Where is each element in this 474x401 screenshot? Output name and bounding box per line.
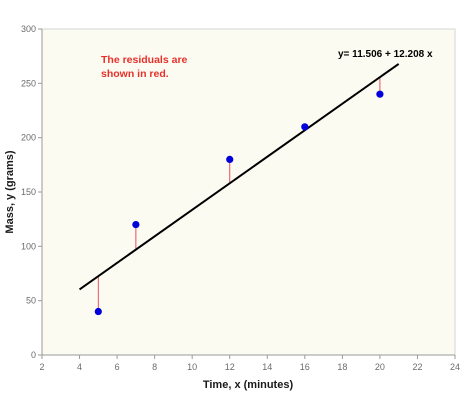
y-tick-label: 250 bbox=[21, 78, 36, 88]
x-tick-label: 8 bbox=[152, 362, 157, 372]
x-tick-label: 16 bbox=[300, 362, 310, 372]
x-tick-label: 14 bbox=[262, 362, 272, 372]
y-tick-labels: 0 50 100 150 200 250 300 bbox=[21, 24, 42, 360]
x-tick-labels: 2 4 6 8 10 12 14 16 18 20 22 24 bbox=[39, 355, 460, 372]
x-tick-label: 24 bbox=[450, 362, 460, 372]
x-tick-label: 18 bbox=[337, 362, 347, 372]
residuals-note-line-2: shown in red. bbox=[101, 68, 169, 80]
data-points bbox=[94, 90, 384, 316]
fit-line bbox=[78, 63, 400, 291]
x-tick-label: 20 bbox=[375, 362, 385, 372]
x-tick-label: 4 bbox=[77, 362, 82, 372]
residuals-note-line-1: The residuals are bbox=[101, 54, 188, 66]
x-tick-label: 22 bbox=[412, 362, 422, 372]
data-point bbox=[94, 307, 102, 316]
data-point bbox=[376, 90, 384, 98]
y-tick-label: 150 bbox=[21, 187, 36, 197]
fit-equation-label: y= 11.506 + 12.208 x bbox=[338, 49, 433, 60]
x-tick-label: 2 bbox=[39, 362, 44, 372]
y-tick-label: 100 bbox=[21, 241, 36, 251]
plot-area bbox=[41, 28, 456, 356]
x-tick-label: 6 bbox=[115, 362, 120, 372]
y-tick-label: 50 bbox=[26, 296, 36, 306]
y-tick-label: 300 bbox=[21, 24, 36, 34]
x-tick-label: 12 bbox=[225, 362, 235, 372]
y-tick-label: 0 bbox=[31, 350, 36, 360]
data-point bbox=[226, 155, 234, 163]
data-point bbox=[132, 221, 140, 229]
y-tick-label: 200 bbox=[21, 133, 36, 143]
x-tick-label: 10 bbox=[187, 362, 197, 372]
x-axis-title: Time, x (minutes) bbox=[203, 379, 294, 391]
fit-line-group bbox=[78, 63, 400, 291]
y-axis-title: Mass, y (grams) bbox=[4, 150, 16, 233]
data-point bbox=[301, 123, 309, 131]
